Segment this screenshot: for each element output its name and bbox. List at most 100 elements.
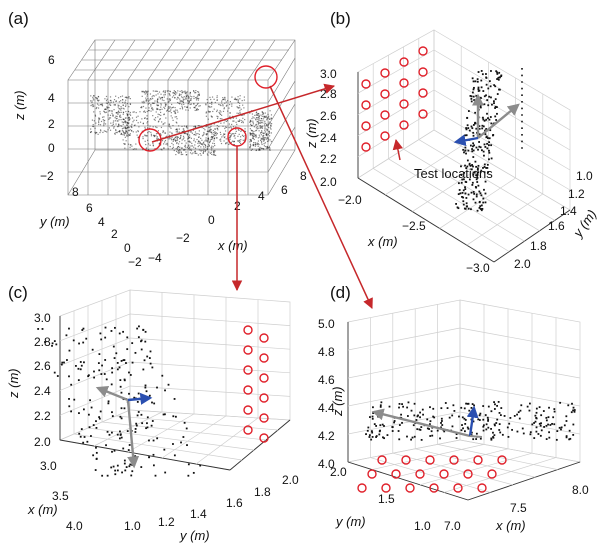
cloud-point	[478, 125, 481, 128]
cloud-point	[267, 125, 269, 127]
cloud-point	[210, 146, 212, 149]
cloud-point	[472, 80, 475, 83]
cloud-point	[157, 121, 160, 123]
cloud-point	[187, 136, 190, 138]
cloud-point	[238, 133, 240, 135]
cloud-point	[143, 117, 146, 120]
cloud-point	[123, 121, 126, 123]
cloud-point	[157, 130, 159, 132]
cloud-point	[113, 449, 116, 452]
cloud-point	[146, 355, 149, 358]
cloud-point	[101, 116, 104, 118]
cloud-point	[127, 119, 130, 121]
cloud-point	[178, 141, 181, 143]
cloud-point	[203, 148, 205, 150]
cloud-point	[165, 103, 167, 105]
cloud-point	[235, 117, 237, 119]
cloud-point	[243, 96, 245, 98]
cloud-point	[262, 120, 264, 122]
cloud-point	[128, 119, 130, 121]
cloud-point	[474, 201, 477, 204]
cloud-point	[468, 129, 471, 132]
cloud-point	[170, 112, 172, 114]
cloud-point	[553, 408, 556, 410]
cloud-point	[118, 332, 121, 335]
cloud-point	[146, 92, 149, 94]
cloud-point	[99, 113, 101, 115]
cloud-point	[188, 137, 190, 139]
cloud-point	[138, 325, 140, 328]
cloud-point	[219, 139, 221, 141]
cloud-point	[144, 111, 146, 113]
cloud-point	[193, 139, 195, 142]
cloud-point	[476, 167, 479, 170]
cloud-point	[174, 106, 176, 109]
cloud-point	[188, 97, 190, 100]
cloud-point	[470, 95, 473, 98]
d-ztick-3: 4.4	[318, 401, 335, 415]
cloud-point	[222, 97, 224, 99]
cloud-point	[495, 422, 498, 424]
cloud-point	[485, 128, 488, 130]
cloud-point	[237, 129, 239, 131]
cloud-point	[193, 133, 196, 136]
cloud-point	[189, 92, 191, 94]
cloud-point	[191, 145, 194, 147]
a-xtick-2: 0	[208, 213, 215, 227]
cloud-point	[266, 146, 268, 148]
cloud-point	[205, 139, 207, 141]
cloud-point	[184, 106, 186, 108]
cloud-point	[129, 111, 131, 114]
cloud-point	[203, 127, 205, 130]
cloud-point	[125, 129, 127, 131]
cloud-point	[244, 135, 246, 137]
cloud-point	[81, 329, 84, 331]
cloud-point	[230, 135, 232, 137]
cloud-point	[473, 86, 475, 89]
cloud-point	[178, 125, 180, 127]
cloud-point	[478, 89, 481, 92]
cloud-point	[145, 147, 148, 149]
cloud-point	[125, 466, 128, 469]
cloud-point	[490, 96, 492, 99]
cloud-point	[175, 140, 177, 142]
cloud-point	[112, 115, 114, 117]
cloud-point	[393, 420, 396, 422]
cloud-point	[219, 131, 222, 134]
cloud-point	[239, 119, 241, 121]
c-ztick-0: 3.0	[34, 311, 51, 325]
cloud-point	[152, 94, 154, 97]
cloud-point	[187, 103, 189, 105]
cloud-point	[203, 133, 205, 135]
cloud-point	[490, 122, 493, 125]
cloud-point	[188, 141, 191, 143]
b-xtick-1: −2.5	[402, 219, 426, 233]
cloud-point	[538, 406, 541, 409]
cloud-point	[465, 127, 468, 129]
cloud-point	[262, 148, 265, 150]
cloud-point	[472, 173, 475, 176]
panel-c-test-locations	[243, 325, 269, 443]
cloud-point	[91, 104, 93, 106]
cloud-point	[186, 91, 188, 93]
cloud-point	[165, 110, 168, 112]
cloud-point	[496, 78, 498, 80]
test-location-marker	[367, 469, 377, 479]
cloud-point	[156, 104, 158, 106]
cloud-point	[148, 107, 150, 109]
cloud-point	[176, 109, 178, 111]
cloud-point	[235, 126, 237, 128]
cloud-point	[270, 140, 273, 143]
cloud-point	[465, 134, 468, 137]
cloud-point	[212, 129, 214, 132]
cloud-point	[164, 132, 167, 134]
cloud-point	[476, 176, 479, 179]
a-ytick-2: 4	[98, 215, 105, 229]
cloud-point	[163, 106, 165, 108]
cloud-point	[181, 107, 184, 109]
cloud-point	[125, 132, 127, 134]
cloud-point	[269, 122, 271, 124]
cloud-point	[222, 125, 224, 127]
cloud-point	[150, 135, 153, 137]
cloud-point	[260, 140, 263, 143]
